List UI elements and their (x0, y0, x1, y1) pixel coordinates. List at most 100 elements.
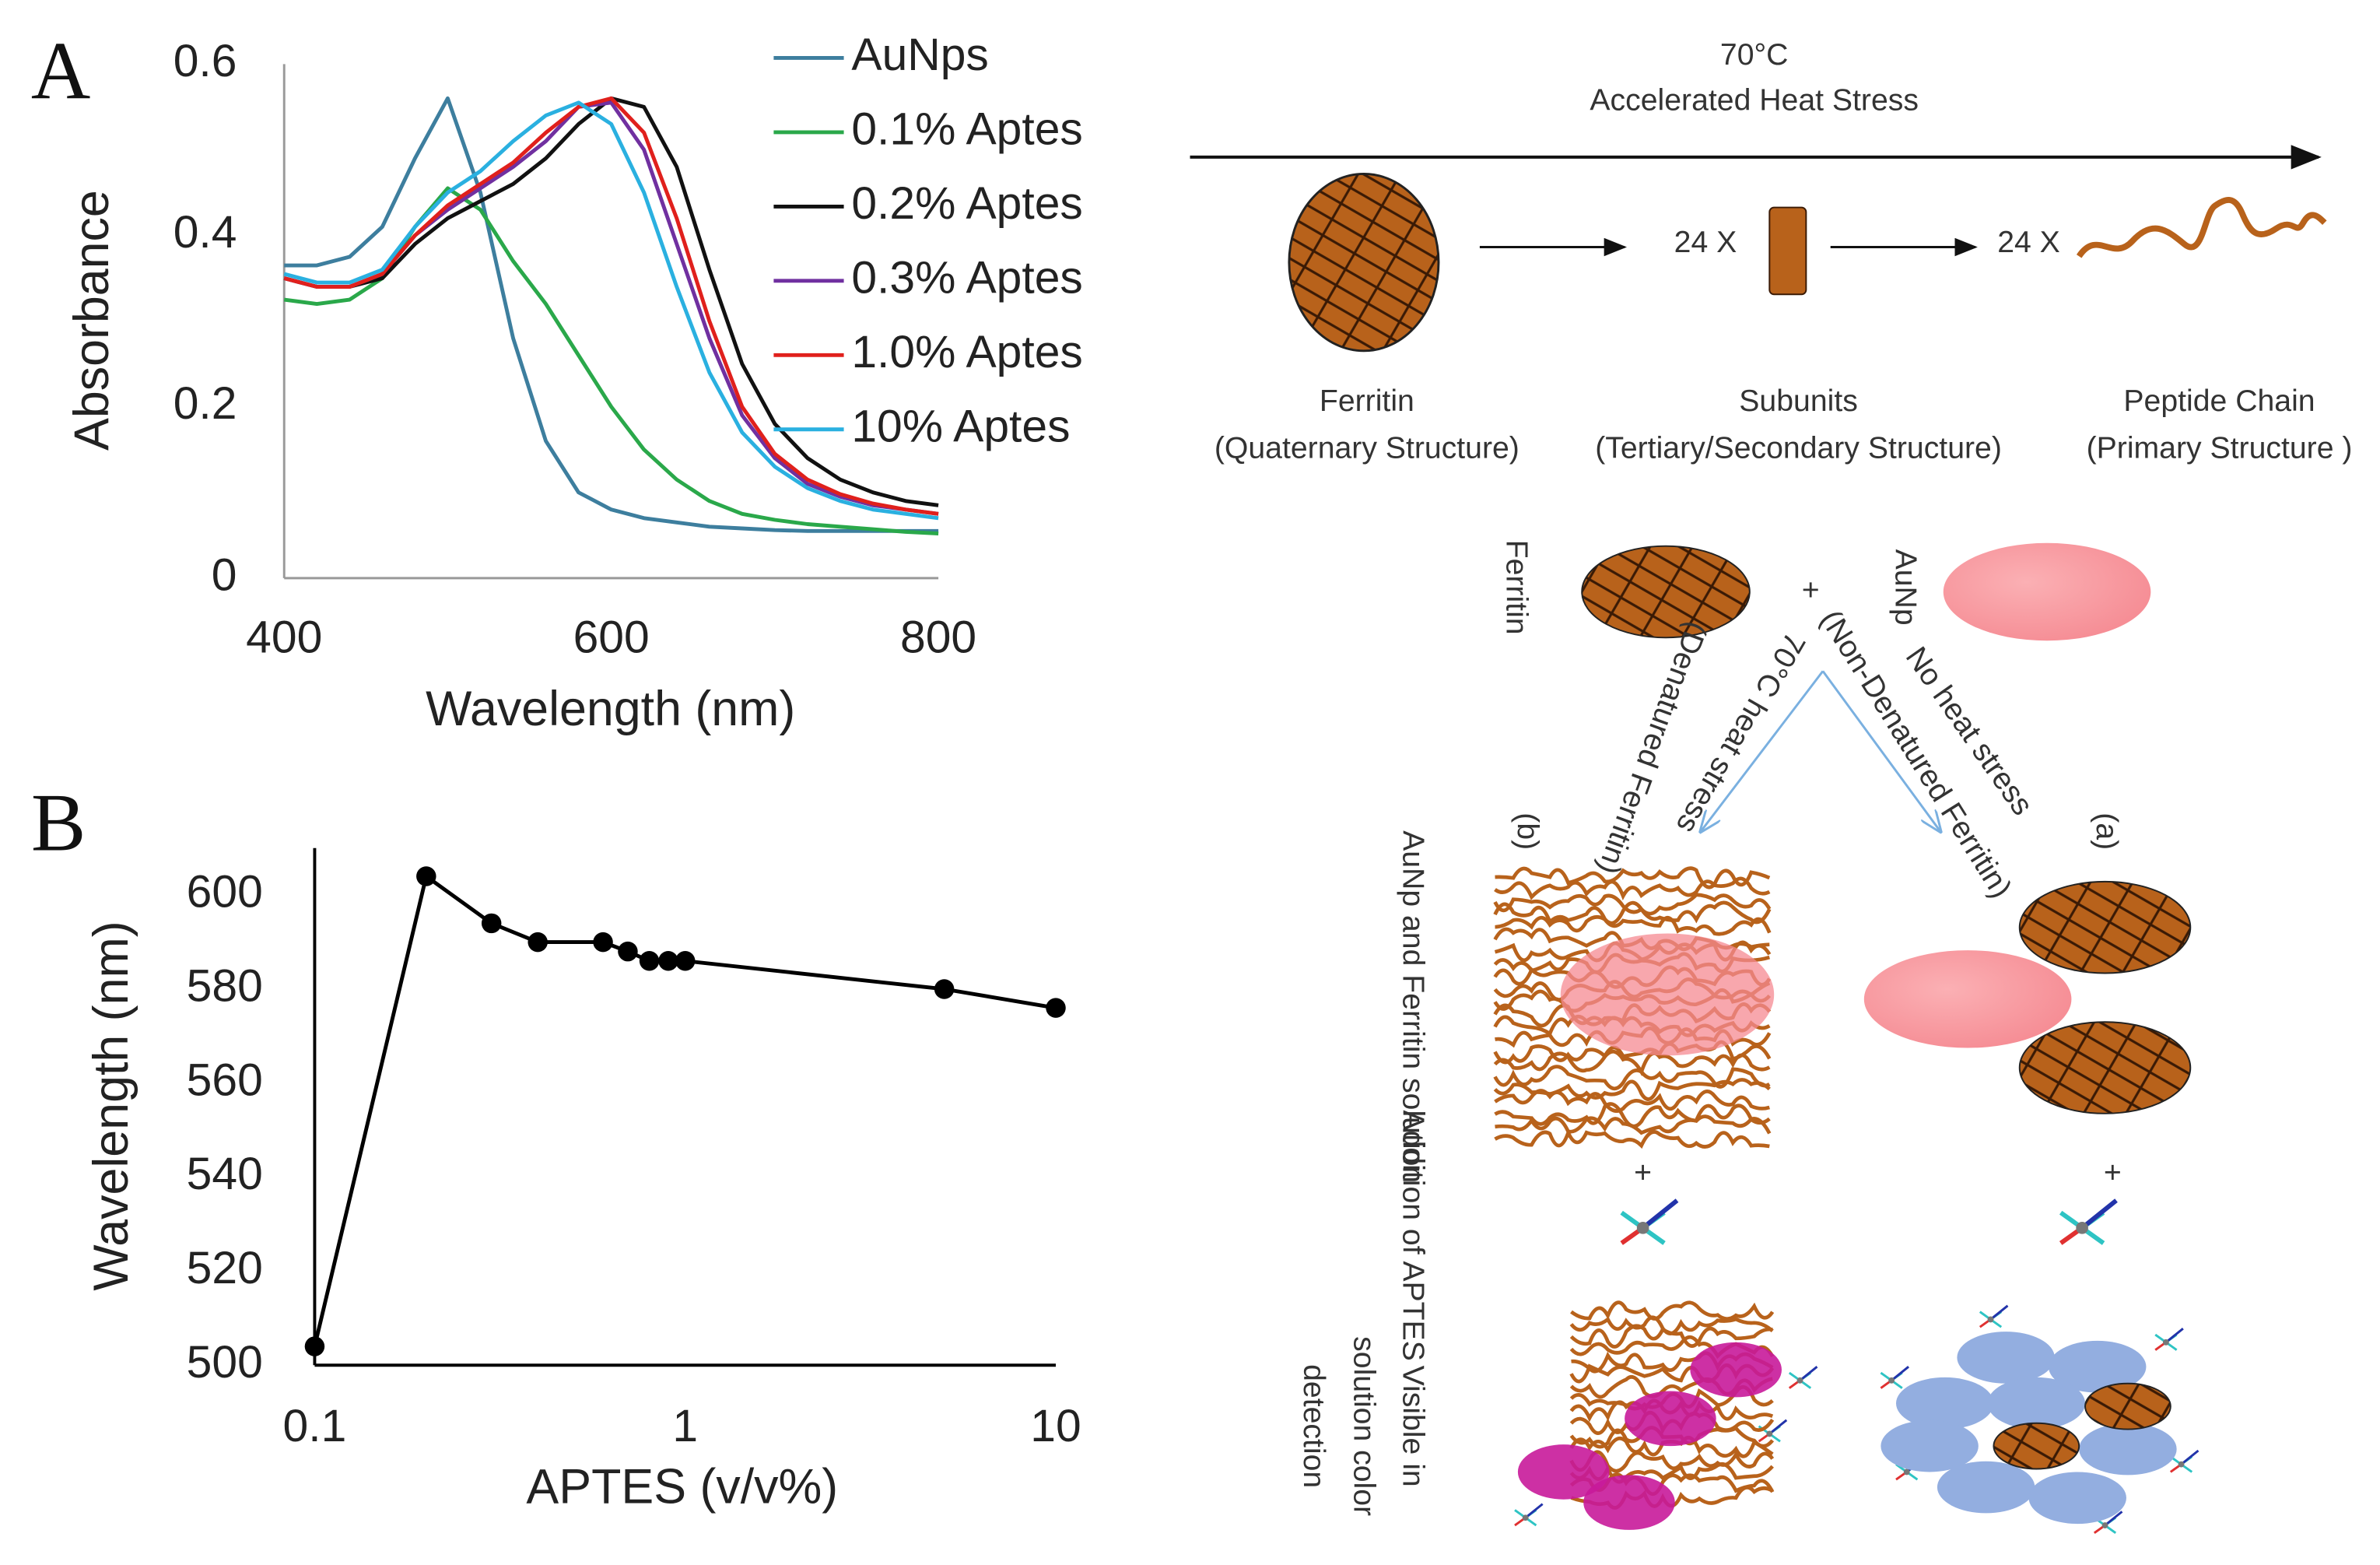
plus: + (2104, 1156, 2122, 1190)
data-line (313, 874, 1057, 1347)
marker (934, 979, 955, 999)
atom (1766, 1430, 1773, 1437)
step: Addition of APTES (1396, 1110, 1429, 1360)
spectrum-line (283, 96, 939, 516)
detection: Visible in (1396, 1366, 1429, 1487)
x-tick-label: 600 (573, 612, 650, 663)
plus: + (1802, 574, 1820, 607)
aunp-aggregate (1625, 1391, 1716, 1447)
scheme-ferritin: Ferritin (1500, 540, 1534, 635)
stage-structure: (Tertiary/Secondary Structure) (1595, 432, 2002, 465)
y-tick-label: 540 (187, 1149, 263, 1199)
step: AuNp and Ferritin solution (1396, 830, 1429, 1183)
peptide-strand (1495, 1114, 1772, 1135)
stage-structure: (Quaternary Structure) (1215, 432, 1519, 465)
peptide-strand (1493, 1049, 1771, 1076)
atom (2163, 1339, 2169, 1346)
bond (2080, 1198, 2118, 1230)
legend-label: 0.3% Aptes (851, 252, 1082, 303)
atom (1796, 1377, 1803, 1384)
atom (2101, 1522, 2108, 1528)
atom (1522, 1514, 1529, 1521)
marker (528, 932, 548, 953)
atom (1636, 1221, 1649, 1234)
aunp-icon (2028, 1472, 2126, 1525)
aunp-icon (1943, 542, 2151, 641)
y-tick-label: 560 (187, 1054, 263, 1105)
marker (481, 913, 502, 934)
atom (1903, 1469, 1910, 1476)
diagram: 70°C Accelerated Heat Stress 24 X 24 X F… (1190, 38, 2352, 1535)
aunp-aggregate (1583, 1475, 1675, 1530)
stage-name: Subunits (1739, 384, 1858, 418)
aunp-icon (1937, 1461, 2035, 1514)
bond (1641, 1198, 1679, 1230)
panel-label: B (31, 777, 86, 868)
detection: solution color (1348, 1336, 1381, 1516)
y-tick-label: 580 (187, 961, 263, 1012)
x-axis-label: Wavelength (nm) (426, 682, 795, 736)
ferritin-icon (1581, 545, 1751, 639)
atom (2178, 1461, 2185, 1468)
multiplier: 24 X (1674, 226, 1737, 259)
peptide-strand (1494, 1128, 1770, 1149)
y-tick-label: 500 (187, 1337, 263, 1388)
aunp-icon (2049, 1340, 2147, 1393)
ferritin-icon (1288, 172, 1440, 353)
subunit-icon (1768, 206, 1807, 296)
peptide-strand (1493, 900, 1772, 925)
peptide-strand (1493, 1065, 1771, 1091)
x-tick-label: 400 (246, 612, 322, 663)
y-tick-label: 0 (212, 549, 237, 600)
peptide-icon (2076, 197, 2327, 258)
aunp-icon (1987, 1377, 2086, 1430)
ferritin-icon (2084, 1382, 2171, 1430)
arrow (1821, 670, 1940, 831)
arrow (1701, 670, 1824, 831)
marker (593, 932, 613, 953)
bond (1891, 1366, 1909, 1381)
bond (1524, 1503, 1544, 1519)
path-tag: (b) (1510, 812, 1544, 850)
marker (639, 951, 660, 971)
ferritin-icon (1993, 1422, 2080, 1470)
marker (618, 941, 638, 962)
scheme-aunp: AuNp (1888, 549, 1922, 626)
x-tick-label: 10 (1030, 1401, 1081, 1451)
stage-name: Peptide Chain (2123, 384, 2315, 418)
spectrum-line (283, 100, 939, 516)
legend-label: 0.2% Aptes (851, 178, 1082, 229)
y-axis-label: Absorbance (65, 190, 119, 451)
y-tick-label: 0.4 (174, 207, 237, 258)
marker (304, 1336, 325, 1356)
legend-label: 0.1% Aptes (851, 104, 1082, 154)
peptide-strand (1570, 1300, 1775, 1321)
y-tick-label: 600 (187, 867, 263, 918)
x-tick-label: 0.1 (283, 1401, 347, 1451)
y-tick-label: 0.2 (174, 378, 237, 429)
heat-temperature: 70°C (1720, 38, 1789, 72)
bond (1799, 1366, 1818, 1381)
peptide-strand (1493, 1078, 1771, 1101)
atom (1888, 1377, 1895, 1384)
detection: detection (1297, 1364, 1330, 1488)
x-tick-label: 800 (900, 612, 976, 663)
peptide-strand (1493, 893, 1772, 916)
aunp-icon (1863, 950, 2072, 1048)
spectrum-line (283, 96, 939, 507)
marker (658, 951, 678, 971)
aunp-icon (2079, 1423, 2177, 1476)
y-tick-label: 520 (187, 1243, 263, 1293)
legend-label: AuNps (851, 30, 988, 80)
plus: + (1634, 1156, 1652, 1190)
marker (675, 951, 696, 971)
marker (1046, 998, 1066, 1018)
legend-label: 1.0% Aptes (851, 327, 1082, 377)
peptide-strand (1569, 1324, 1773, 1349)
x-axis-label: APTES (v/v%) (526, 1460, 838, 1514)
y-axis-label: Wavelength (nm) (84, 921, 138, 1290)
atom (2076, 1221, 2088, 1234)
aunp-icon (1895, 1377, 1994, 1430)
aunp-icon (1560, 933, 1775, 1056)
marker (416, 866, 436, 886)
